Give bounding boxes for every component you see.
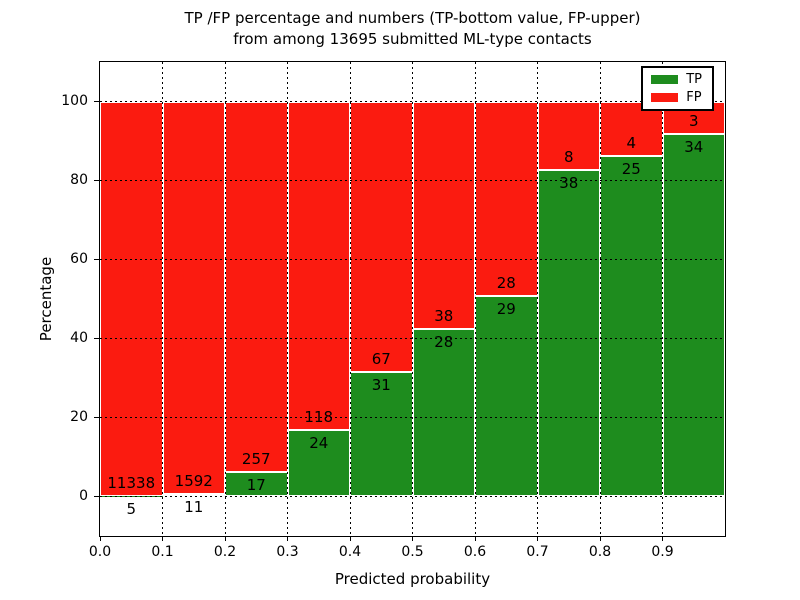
gridline-x (224, 62, 226, 536)
y-tick (94, 259, 99, 260)
tp-count-label: 29 (496, 299, 516, 318)
x-tick (349, 536, 351, 541)
fp-count-label: 257 (241, 449, 271, 468)
fp-count-label: 67 (371, 349, 391, 368)
bar-tp-segment (350, 371, 413, 497)
x-axis-label: Predicted probability (334, 570, 491, 588)
tp-count-label: 17 (246, 475, 266, 494)
bar-fp-segment (162, 101, 225, 494)
x-tick (412, 536, 413, 541)
tp-count-label: 31 (371, 375, 391, 394)
bar-fp-segment (100, 101, 163, 497)
bar-fp-segment (412, 101, 475, 329)
fp-count-label: 28 (496, 273, 516, 292)
bar-tp-segment (475, 295, 538, 497)
gridline-x (287, 62, 288, 536)
tp-count-label: 34 (684, 137, 704, 156)
y-axis-label: Percentage (37, 256, 56, 342)
x-tick-label: 0.2 (213, 544, 237, 560)
bar-tp-segment (662, 133, 725, 497)
x-tick (537, 536, 538, 541)
gridline-x (599, 62, 601, 536)
gridline-x (474, 62, 476, 536)
x-tick-label: 0.4 (338, 544, 362, 560)
x-tick (99, 536, 101, 541)
x-tick (474, 536, 476, 541)
fp-count-label: 1592 (174, 471, 213, 490)
tp-count-label: 25 (621, 159, 641, 178)
x-tick-label: 0.8 (588, 544, 612, 560)
gridline-y (100, 101, 725, 102)
chart-title: TP /FP percentage and numbers (TP-bottom… (100, 8, 725, 50)
gridline-y (100, 417, 725, 418)
x-tick-label: 0.5 (401, 544, 424, 560)
gridline-x (162, 62, 163, 536)
tp-count-label: 5 (126, 500, 137, 519)
bar-tp-segment (412, 328, 475, 497)
legend-item-tp: TP (651, 73, 702, 86)
x-tick-label: 0.0 (88, 544, 112, 560)
x-tick (162, 536, 163, 541)
bar-tp-segment (287, 429, 350, 497)
fp-count-label: 118 (304, 407, 334, 426)
gridline-x (412, 62, 413, 536)
y-tick-label: 0 (79, 487, 88, 504)
bar-fp-segment (287, 101, 350, 430)
bar-fp-segment (475, 101, 538, 296)
bar-tp-segment (537, 170, 600, 497)
gridline-y (100, 180, 725, 181)
y-tick-label: 80 (70, 171, 88, 188)
tp-count-label: 11 (184, 497, 204, 516)
gridline-x (662, 62, 663, 536)
gridline-y (100, 496, 725, 497)
y-tick (94, 496, 99, 497)
y-tick-label: 20 (70, 408, 88, 425)
x-tick-label: 0.9 (651, 544, 674, 560)
legend-label-fp: FP (686, 90, 702, 105)
legend: TP FP (641, 66, 714, 111)
tp-count-label: 24 (309, 433, 329, 452)
legend-label-tp: TP (686, 72, 702, 87)
x-tick (287, 536, 288, 541)
x-tick (224, 536, 226, 541)
legend-item-fp: FP (651, 91, 702, 104)
gridline-y (100, 259, 725, 260)
plot-area: Percentage Predicted probability TP FP 1… (37, 61, 726, 588)
tp-count-label: 28 (434, 332, 454, 351)
fp-count-label: 11338 (107, 474, 156, 493)
tp-count-label: 38 (559, 174, 579, 193)
x-tick-label: 0.6 (463, 544, 487, 560)
x-tick-label: 0.7 (526, 544, 549, 560)
bar-fp-segment (350, 101, 413, 372)
x-tick-label: 0.1 (151, 544, 174, 560)
fp-count-label: 4 (626, 133, 637, 152)
bar-tp-segment (600, 155, 663, 497)
gridline-x (537, 62, 538, 536)
gridline-y (100, 338, 725, 339)
chart-title-line1: TP /FP percentage and numbers (TP-bottom… (184, 9, 641, 27)
x-tick-label: 0.3 (276, 544, 299, 560)
tp-swatch-icon (651, 75, 679, 84)
chart-title-line2: from among 13695 submitted ML-type conta… (233, 30, 592, 48)
x-tick (599, 536, 601, 541)
y-tick-label: 40 (70, 329, 88, 346)
fp-count-label: 38 (434, 306, 454, 325)
fp-count-label: 8 (563, 148, 574, 167)
y-tick (94, 180, 99, 181)
y-tick-label: 60 (70, 250, 88, 267)
y-tick (94, 417, 99, 418)
y-tick (94, 338, 99, 339)
y-tick (94, 101, 99, 102)
gridline-x (349, 62, 351, 536)
fp-count-label: 3 (688, 111, 699, 130)
y-tick-label: 100 (61, 92, 88, 109)
fp-swatch-icon (651, 93, 679, 102)
x-tick (662, 536, 663, 541)
